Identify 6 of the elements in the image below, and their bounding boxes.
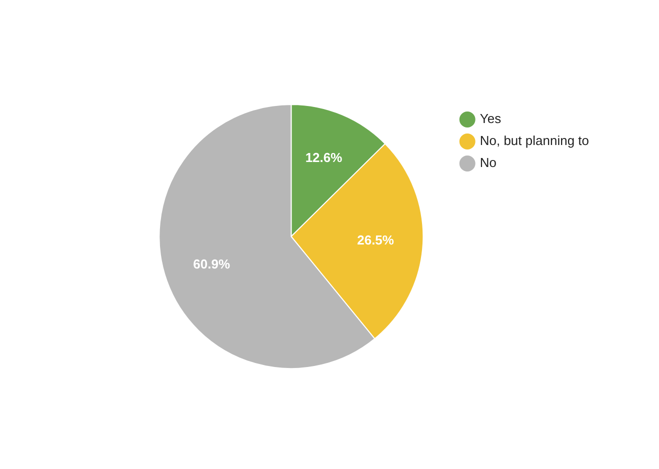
data-label: 60.9% <box>193 256 230 272</box>
legend-label: Yes <box>480 111 502 126</box>
data-label: 12.6% <box>305 150 343 166</box>
legend-label: No, but planning to <box>480 133 590 148</box>
legend-label: No <box>480 155 496 170</box>
data-label: 26.5% <box>357 232 394 248</box>
